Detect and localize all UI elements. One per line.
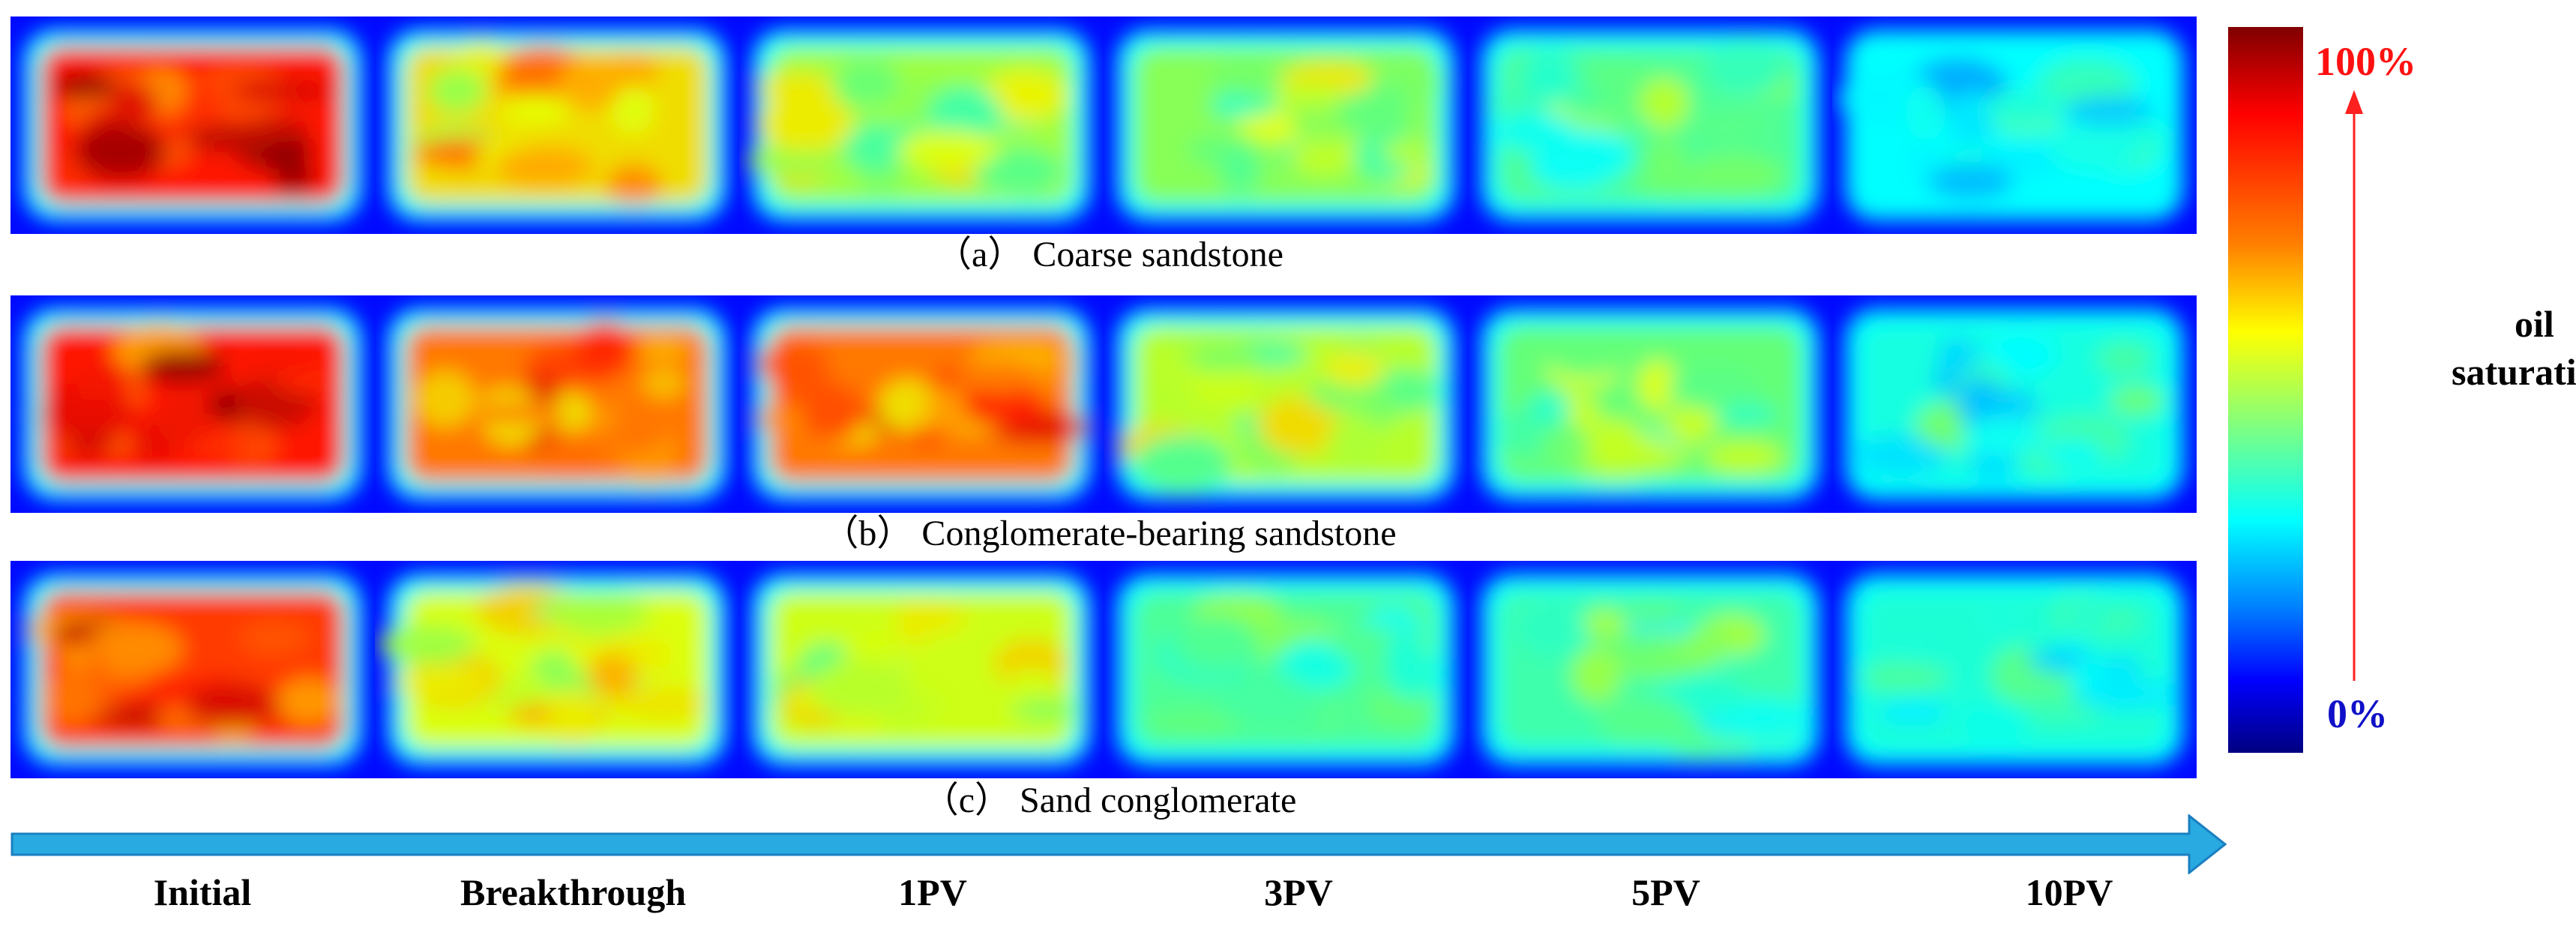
time-arrow-shape xyxy=(10,814,2227,874)
saturation-map-panel xyxy=(1468,295,1832,513)
stage-label-5pv: 5PV xyxy=(1631,871,1700,913)
saturation-map-panel xyxy=(10,561,375,778)
colorbar-title-line2: saturation xyxy=(2452,351,2576,393)
oil-saturation-colorbar xyxy=(2228,27,2303,753)
row-caption-b: （b） Conglomerate-bearing sandstone xyxy=(822,514,1397,553)
colorbar-max-label: 100% xyxy=(2315,39,2416,84)
saturation-map-panel xyxy=(375,295,739,513)
saturation-map-panel xyxy=(739,561,1104,778)
row-caption-c: （c） Sand conglomerate xyxy=(922,781,1297,820)
saturation-map-panel xyxy=(739,295,1104,513)
saturation-map-panel xyxy=(1104,16,1468,234)
saturation-map-panel xyxy=(1104,561,1468,778)
saturation-map-panel xyxy=(10,16,375,234)
saturation-map-panel xyxy=(10,295,375,513)
saturation-map-panel xyxy=(1468,561,1832,778)
colorbar-up-arrow xyxy=(2345,90,2363,681)
stage-label-initial: Initial xyxy=(153,871,252,913)
colorbar-min-label: 0% xyxy=(2327,691,2388,736)
colorbar-title-line1: oil xyxy=(2515,303,2554,345)
stage-label-10pv: 10PV xyxy=(2025,871,2113,913)
stage-label-1pv: 1PV xyxy=(898,871,967,913)
saturation-map-panel xyxy=(739,16,1104,234)
stage-label-3pv: 3PV xyxy=(1264,871,1333,913)
saturation-map-panel xyxy=(1104,295,1468,513)
injection-time-arrow xyxy=(10,814,2227,874)
saturation-map-panel xyxy=(1832,561,2197,778)
saturation-map-panel xyxy=(1832,295,2197,513)
saturation-map-panel xyxy=(1468,16,1832,234)
saturation-map-panel xyxy=(375,561,739,778)
saturation-map-panel xyxy=(1832,16,2197,234)
stage-label-breakthrough: Breakthrough xyxy=(460,871,687,913)
row-caption-a: （a） Coarse sandstone xyxy=(936,235,1284,274)
colorbar-title: oil saturation xyxy=(2452,300,2576,396)
saturation-map-panel xyxy=(375,16,739,234)
